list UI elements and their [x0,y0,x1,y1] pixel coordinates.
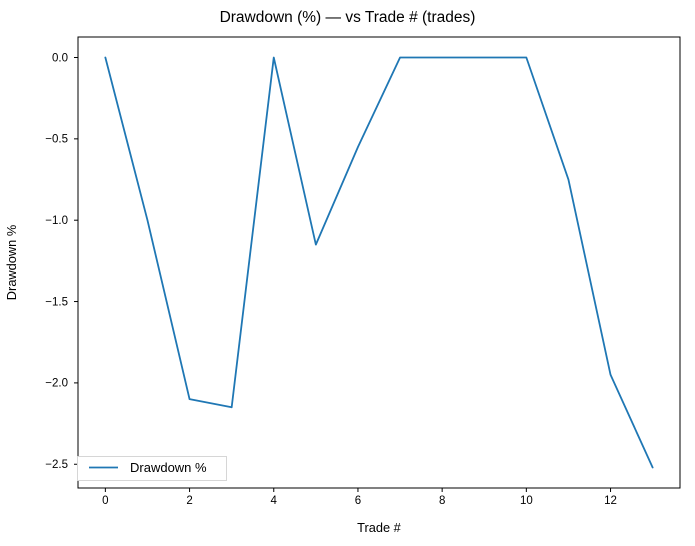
svg-text:Drawdown %: Drawdown % [130,460,207,475]
svg-text:8: 8 [439,495,445,507]
svg-text:6: 6 [355,495,361,507]
svg-text:−0.5: −0.5 [45,134,68,146]
svg-text:Drawdown %: Drawdown % [4,225,19,300]
svg-text:Drawdown (%) — vs Trade # (tra: Drawdown (%) — vs Trade # (trades) [220,9,476,26]
svg-text:Trade #: Trade # [357,520,402,535]
svg-text:4: 4 [271,495,278,507]
svg-text:0: 0 [102,495,108,507]
svg-text:10: 10 [520,495,533,507]
svg-text:−1.0: −1.0 [45,215,68,227]
svg-text:2: 2 [186,495,192,507]
svg-text:0.0: 0.0 [52,52,68,64]
svg-text:−2.5: −2.5 [45,459,68,471]
svg-text:−2.0: −2.0 [45,378,68,390]
svg-text:12: 12 [604,495,617,507]
svg-text:−1.5: −1.5 [45,296,68,308]
